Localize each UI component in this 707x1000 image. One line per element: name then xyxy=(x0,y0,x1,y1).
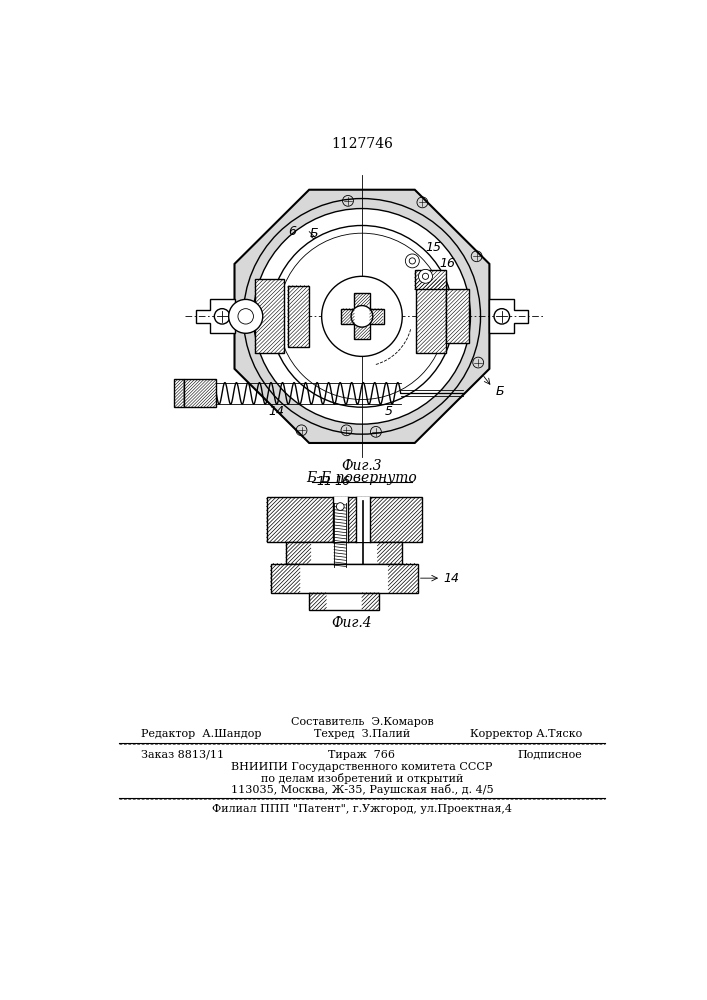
Text: Б: Б xyxy=(495,385,504,398)
Bar xyxy=(332,497,348,542)
Polygon shape xyxy=(489,299,528,333)
Circle shape xyxy=(238,309,253,324)
Text: 1127746: 1127746 xyxy=(331,137,393,151)
Circle shape xyxy=(337,503,344,510)
Text: Б: Б xyxy=(310,227,318,240)
Circle shape xyxy=(409,258,416,264)
Bar xyxy=(445,289,469,343)
Circle shape xyxy=(422,273,428,279)
Circle shape xyxy=(419,269,433,283)
Text: 16: 16 xyxy=(334,475,351,488)
Text: Корректор А.Тяско: Корректор А.Тяско xyxy=(469,729,582,739)
Text: Филиал ППП "Патент", г.Ужгород, ул.Проектная,4: Филиал ППП "Патент", г.Ужгород, ул.Проек… xyxy=(212,804,512,814)
Polygon shape xyxy=(196,299,235,333)
Bar xyxy=(341,309,384,324)
Circle shape xyxy=(322,276,402,356)
Circle shape xyxy=(494,309,510,324)
Circle shape xyxy=(271,225,453,407)
Text: 15: 15 xyxy=(305,543,321,556)
Circle shape xyxy=(351,306,373,327)
Text: Фиг.4: Фиг.4 xyxy=(332,616,372,630)
Text: ВНИИПИ Государственного комитета СССР: ВНИИПИ Государственного комитета СССР xyxy=(231,762,493,772)
Circle shape xyxy=(214,309,230,324)
Text: Составитель  Э.Комаров: Составитель Э.Комаров xyxy=(291,717,433,727)
Text: Б-Б повернуто: Б-Б повернуто xyxy=(307,471,417,485)
Text: 113035, Москва, Ж-35, Раушская наб., д. 4/5: 113035, Москва, Ж-35, Раушская наб., д. … xyxy=(230,784,493,795)
Bar xyxy=(416,279,445,353)
Polygon shape xyxy=(235,190,489,443)
Bar xyxy=(414,270,445,289)
Bar xyxy=(184,379,216,407)
Text: 14: 14 xyxy=(269,405,285,418)
Text: Техред  З.Палий: Техред З.Палий xyxy=(314,729,410,739)
Bar xyxy=(354,293,370,339)
Text: по делам изобретений и открытий: по делам изобретений и открытий xyxy=(261,773,463,784)
Text: 5: 5 xyxy=(385,405,393,418)
Bar xyxy=(271,564,418,593)
Text: 15: 15 xyxy=(426,241,441,254)
Circle shape xyxy=(228,299,263,333)
Circle shape xyxy=(253,209,470,424)
Text: Фиг.3: Фиг.3 xyxy=(341,459,382,473)
Text: Редактор  А.Шандор: Редактор А.Шандор xyxy=(141,729,262,739)
Bar xyxy=(288,286,309,347)
Bar xyxy=(175,379,184,407)
Bar xyxy=(267,497,421,542)
Text: 14: 14 xyxy=(443,572,460,585)
Text: Подписное: Подписное xyxy=(518,750,582,760)
Text: 16: 16 xyxy=(440,257,455,270)
Text: Тираж  766: Тираж 766 xyxy=(329,750,395,760)
Circle shape xyxy=(243,199,481,434)
Text: 8: 8 xyxy=(267,283,274,296)
Text: 6: 6 xyxy=(288,225,296,238)
Bar xyxy=(286,542,402,564)
Text: 11: 11 xyxy=(317,475,333,488)
Bar xyxy=(309,593,379,610)
Bar xyxy=(255,279,284,353)
Text: Заказ 8813/11: Заказ 8813/11 xyxy=(141,750,224,760)
Circle shape xyxy=(405,254,419,268)
Bar xyxy=(356,497,370,542)
Circle shape xyxy=(279,233,445,400)
